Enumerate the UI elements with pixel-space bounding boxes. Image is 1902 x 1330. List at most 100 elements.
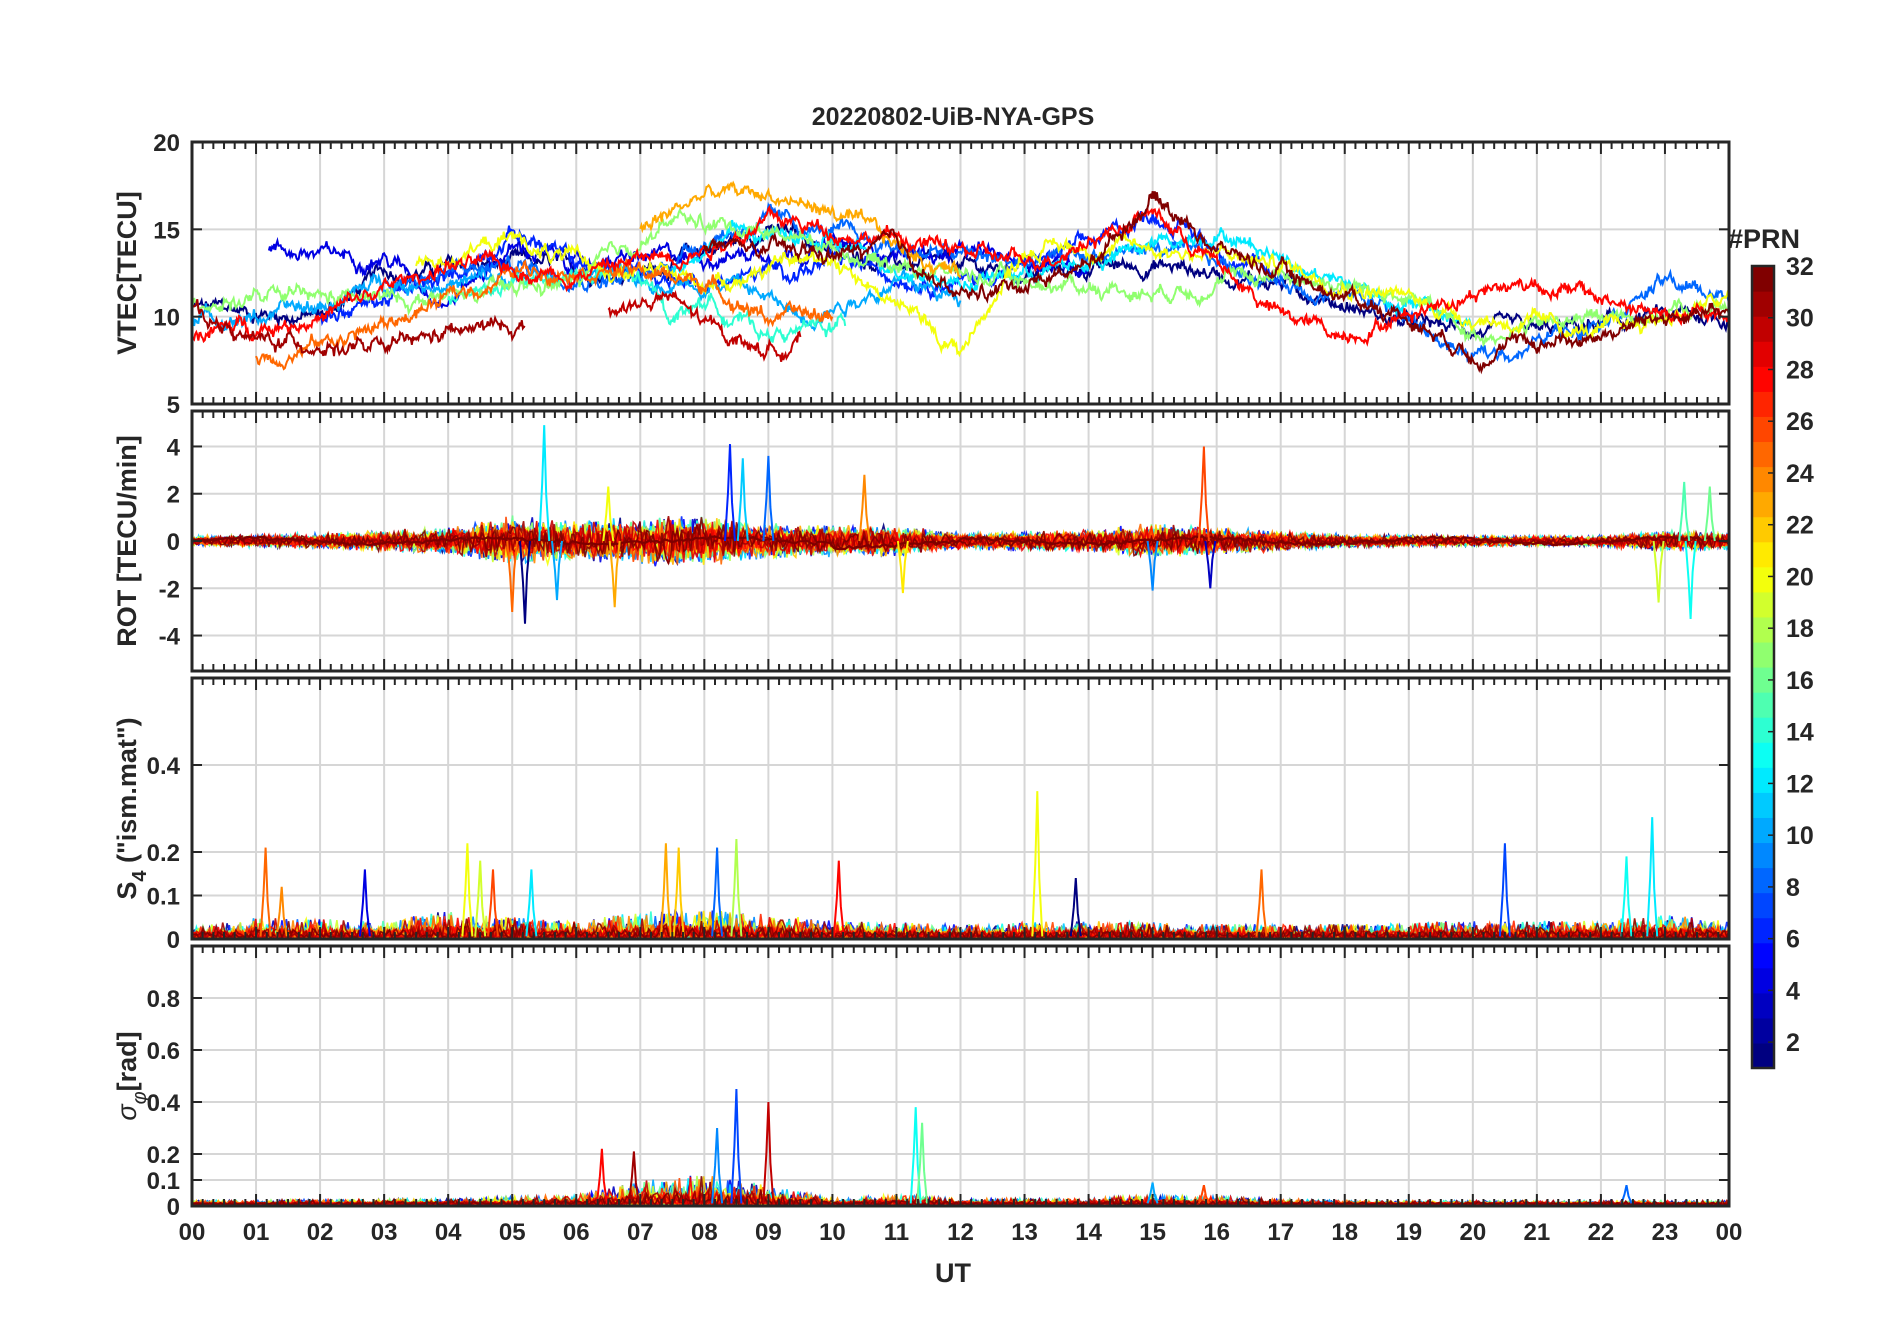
peak-spike-prn-6 — [724, 444, 736, 542]
colorbar-segment — [1752, 391, 1774, 417]
peak-spike-prn-1 — [519, 540, 531, 624]
peak-spike-prn-21 — [896, 540, 909, 594]
data-layer — [192, 425, 1729, 624]
colorbar-tick-label: 14 — [1786, 719, 1814, 747]
colorbar-tick-label: 8 — [1786, 874, 1800, 902]
chart-title: 20220802-UiB-NYA-GPS — [812, 103, 1095, 131]
y-axis-label-s4: S4 ("ism.mat") — [112, 717, 151, 899]
peak-spike-prn-12 — [1646, 817, 1659, 937]
colorbar-segment — [1752, 1017, 1774, 1044]
colorbar-tick-label: 16 — [1786, 667, 1814, 695]
y-tick-label: 0.6 — [147, 1038, 180, 1065]
peak-spike-prn-1 — [1069, 878, 1082, 937]
peak-spike-prn-16 — [916, 1122, 929, 1204]
colorbar-tick-label: 32 — [1786, 253, 1814, 281]
colorbar-tick-label: 12 — [1786, 770, 1814, 798]
x-tick-label: 04 — [435, 1219, 462, 1246]
y-axis-label-sigma_phi: σφ[rad] — [112, 1031, 151, 1120]
colorbar-tick-label: 10 — [1786, 822, 1814, 850]
y-tick-label: 0 — [167, 529, 180, 556]
peak-spike-prn-26 — [487, 869, 499, 937]
colorbar-tick-label: 4 — [1786, 977, 1800, 1005]
y-tick-label: 2 — [167, 482, 180, 509]
colorbar-segment — [1752, 692, 1774, 718]
colorbar-segment — [1752, 942, 1774, 969]
peak-spike-prn-30 — [762, 1101, 775, 1204]
y-tick-label: 20 — [153, 130, 180, 157]
colorbar-segment — [1752, 266, 1774, 292]
x-tick-label: 23 — [1652, 1219, 1679, 1246]
colorbar-tick-label: 22 — [1786, 512, 1814, 540]
colorbar-segment — [1752, 842, 1774, 869]
x-tick-label: 00 — [179, 1219, 206, 1246]
peak-spike-prn-18 — [730, 838, 743, 937]
peak-spike-prn-12 — [538, 425, 551, 542]
x-tick-label: 14 — [1075, 1219, 1102, 1246]
x-tick-label: 13 — [1011, 1219, 1038, 1246]
x-axis-label: UT — [935, 1258, 971, 1288]
x-tick-label: 15 — [1139, 1219, 1166, 1246]
x-tick-label: 05 — [499, 1219, 526, 1246]
peak-spike-prn-9 — [711, 1127, 724, 1204]
x-tick-label: 21 — [1524, 1219, 1551, 1246]
y-axis-label-rot: ROT [TECU/min] — [112, 435, 142, 646]
peak-spike-prn-24 — [858, 474, 871, 542]
x-tick-label: 06 — [563, 1219, 590, 1246]
colorbar-segment — [1752, 967, 1774, 994]
colorbar-segment — [1752, 541, 1774, 568]
peak-spike-prn-8 — [711, 847, 724, 937]
x-tick-label: 07 — [627, 1219, 654, 1246]
colorbar-segment — [1752, 591, 1774, 618]
panel-rot: -4 -2 0 2 4 ROT [TECU/min] — [112, 409, 1731, 673]
peak-spike-prn-15 — [1678, 481, 1691, 542]
peak-spike-prn-7 — [1498, 843, 1511, 937]
peak-spike-prn-28 — [832, 860, 845, 937]
peak-spike-prn-7 — [730, 1088, 743, 1204]
colorbar-segment — [1752, 767, 1774, 793]
y-tick-label: 15 — [153, 217, 180, 244]
panel-sigma_phi: 00.10.2 0.4 0.6 0.8 σφ[rad] — [112, 944, 1731, 1221]
x-tick-label: 01 — [243, 1219, 270, 1246]
colorbar-segment — [1752, 491, 1774, 518]
panel-s4: 0 0.1 0.2 0.4S4 ("ism.mat") — [112, 676, 1731, 954]
y-tick-label: 0 — [167, 927, 180, 954]
colorbar-segment — [1752, 616, 1774, 643]
colorbar-tick-label: 6 — [1786, 926, 1800, 954]
peak-spike-prn-20 — [461, 843, 474, 937]
peak-spike-prn-13 — [1684, 540, 1697, 620]
peak-spike-prn-10 — [551, 540, 563, 601]
colorbar-segment — [1752, 792, 1774, 818]
peak-spike-prn-23 — [659, 843, 672, 937]
y-tick-label: 0.1 — [147, 884, 180, 911]
series-line-prn-14 — [447, 265, 847, 344]
peak-spike-prn-8 — [762, 455, 775, 542]
y-tick-label: -2 — [159, 576, 180, 603]
peak-spike-prn-25 — [259, 847, 272, 937]
colorbar-tick-label: 24 — [1786, 460, 1814, 488]
peak-spike-prn-26 — [1197, 446, 1210, 542]
colorbar-box — [1750, 264, 1776, 1070]
peak-spike-prn-3 — [1204, 540, 1217, 589]
peak-spike-prn-19 — [1652, 540, 1665, 603]
data-layer — [192, 180, 1729, 375]
x-tick-label: 09 — [755, 1219, 782, 1246]
colorbar-segment — [1752, 341, 1774, 367]
panel-vtec: 5 10 15 20 VTEC[TECU] — [112, 130, 1731, 419]
y-tick-label: 4 — [167, 434, 181, 461]
peak-spike-prn-13 — [1620, 856, 1633, 937]
colorbar-segment — [1752, 466, 1774, 493]
colorbar-segment — [1752, 667, 1774, 693]
colorbar-segment — [1752, 316, 1774, 342]
colorbar-tick-label: 26 — [1786, 408, 1814, 436]
peak-spike-prn-25 — [1255, 869, 1268, 937]
colorbar-segment — [1752, 867, 1774, 894]
x-tick-label: 03 — [371, 1219, 398, 1246]
y-tick-label: 0.8 — [147, 986, 180, 1013]
peak-spike-prn-23 — [608, 540, 621, 608]
x-tick-label: 20 — [1459, 1219, 1486, 1246]
colorbar-segment — [1752, 516, 1774, 543]
x-tick-label: 17 — [1267, 1219, 1294, 1246]
